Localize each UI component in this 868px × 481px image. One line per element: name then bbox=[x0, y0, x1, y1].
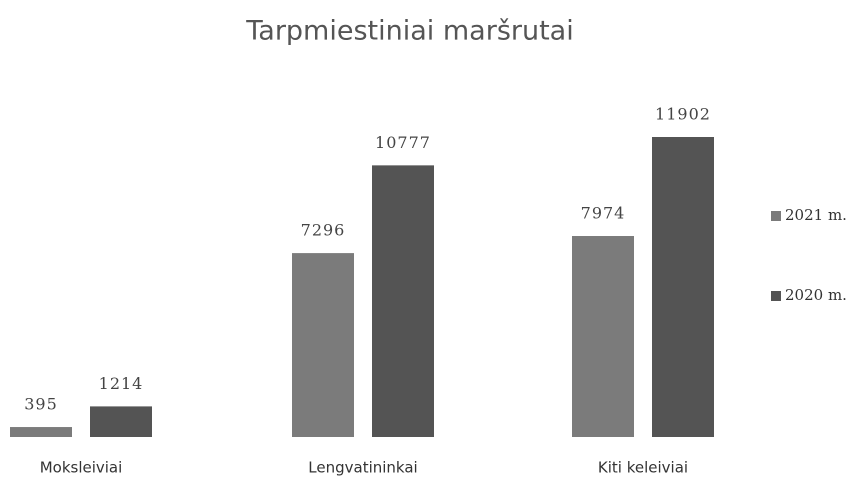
bar bbox=[572, 236, 634, 437]
bar bbox=[90, 406, 152, 437]
data-label: 11902 bbox=[655, 105, 711, 124]
legend-label: 2020 m. bbox=[785, 286, 847, 304]
legend-swatch bbox=[771, 211, 781, 221]
bar bbox=[292, 253, 354, 437]
data-label: 1214 bbox=[99, 374, 144, 393]
bar bbox=[372, 165, 434, 438]
legend-swatch bbox=[771, 291, 781, 301]
bar bbox=[10, 427, 72, 437]
x-tick-label: Lengvatininkai bbox=[308, 459, 417, 477]
chart-title: Tarpmiestiniai maršrutai bbox=[245, 16, 573, 47]
data-label: 7296 bbox=[301, 221, 346, 240]
x-tick-label: Moksleiviai bbox=[40, 459, 123, 477]
bar bbox=[652, 137, 714, 437]
x-tick-label: Kiti keleiviai bbox=[598, 459, 688, 477]
legend-label: 2021 m. bbox=[785, 206, 847, 224]
data-label: 7974 bbox=[581, 204, 626, 223]
data-label: 10777 bbox=[375, 133, 431, 152]
data-label: 395 bbox=[24, 395, 58, 414]
